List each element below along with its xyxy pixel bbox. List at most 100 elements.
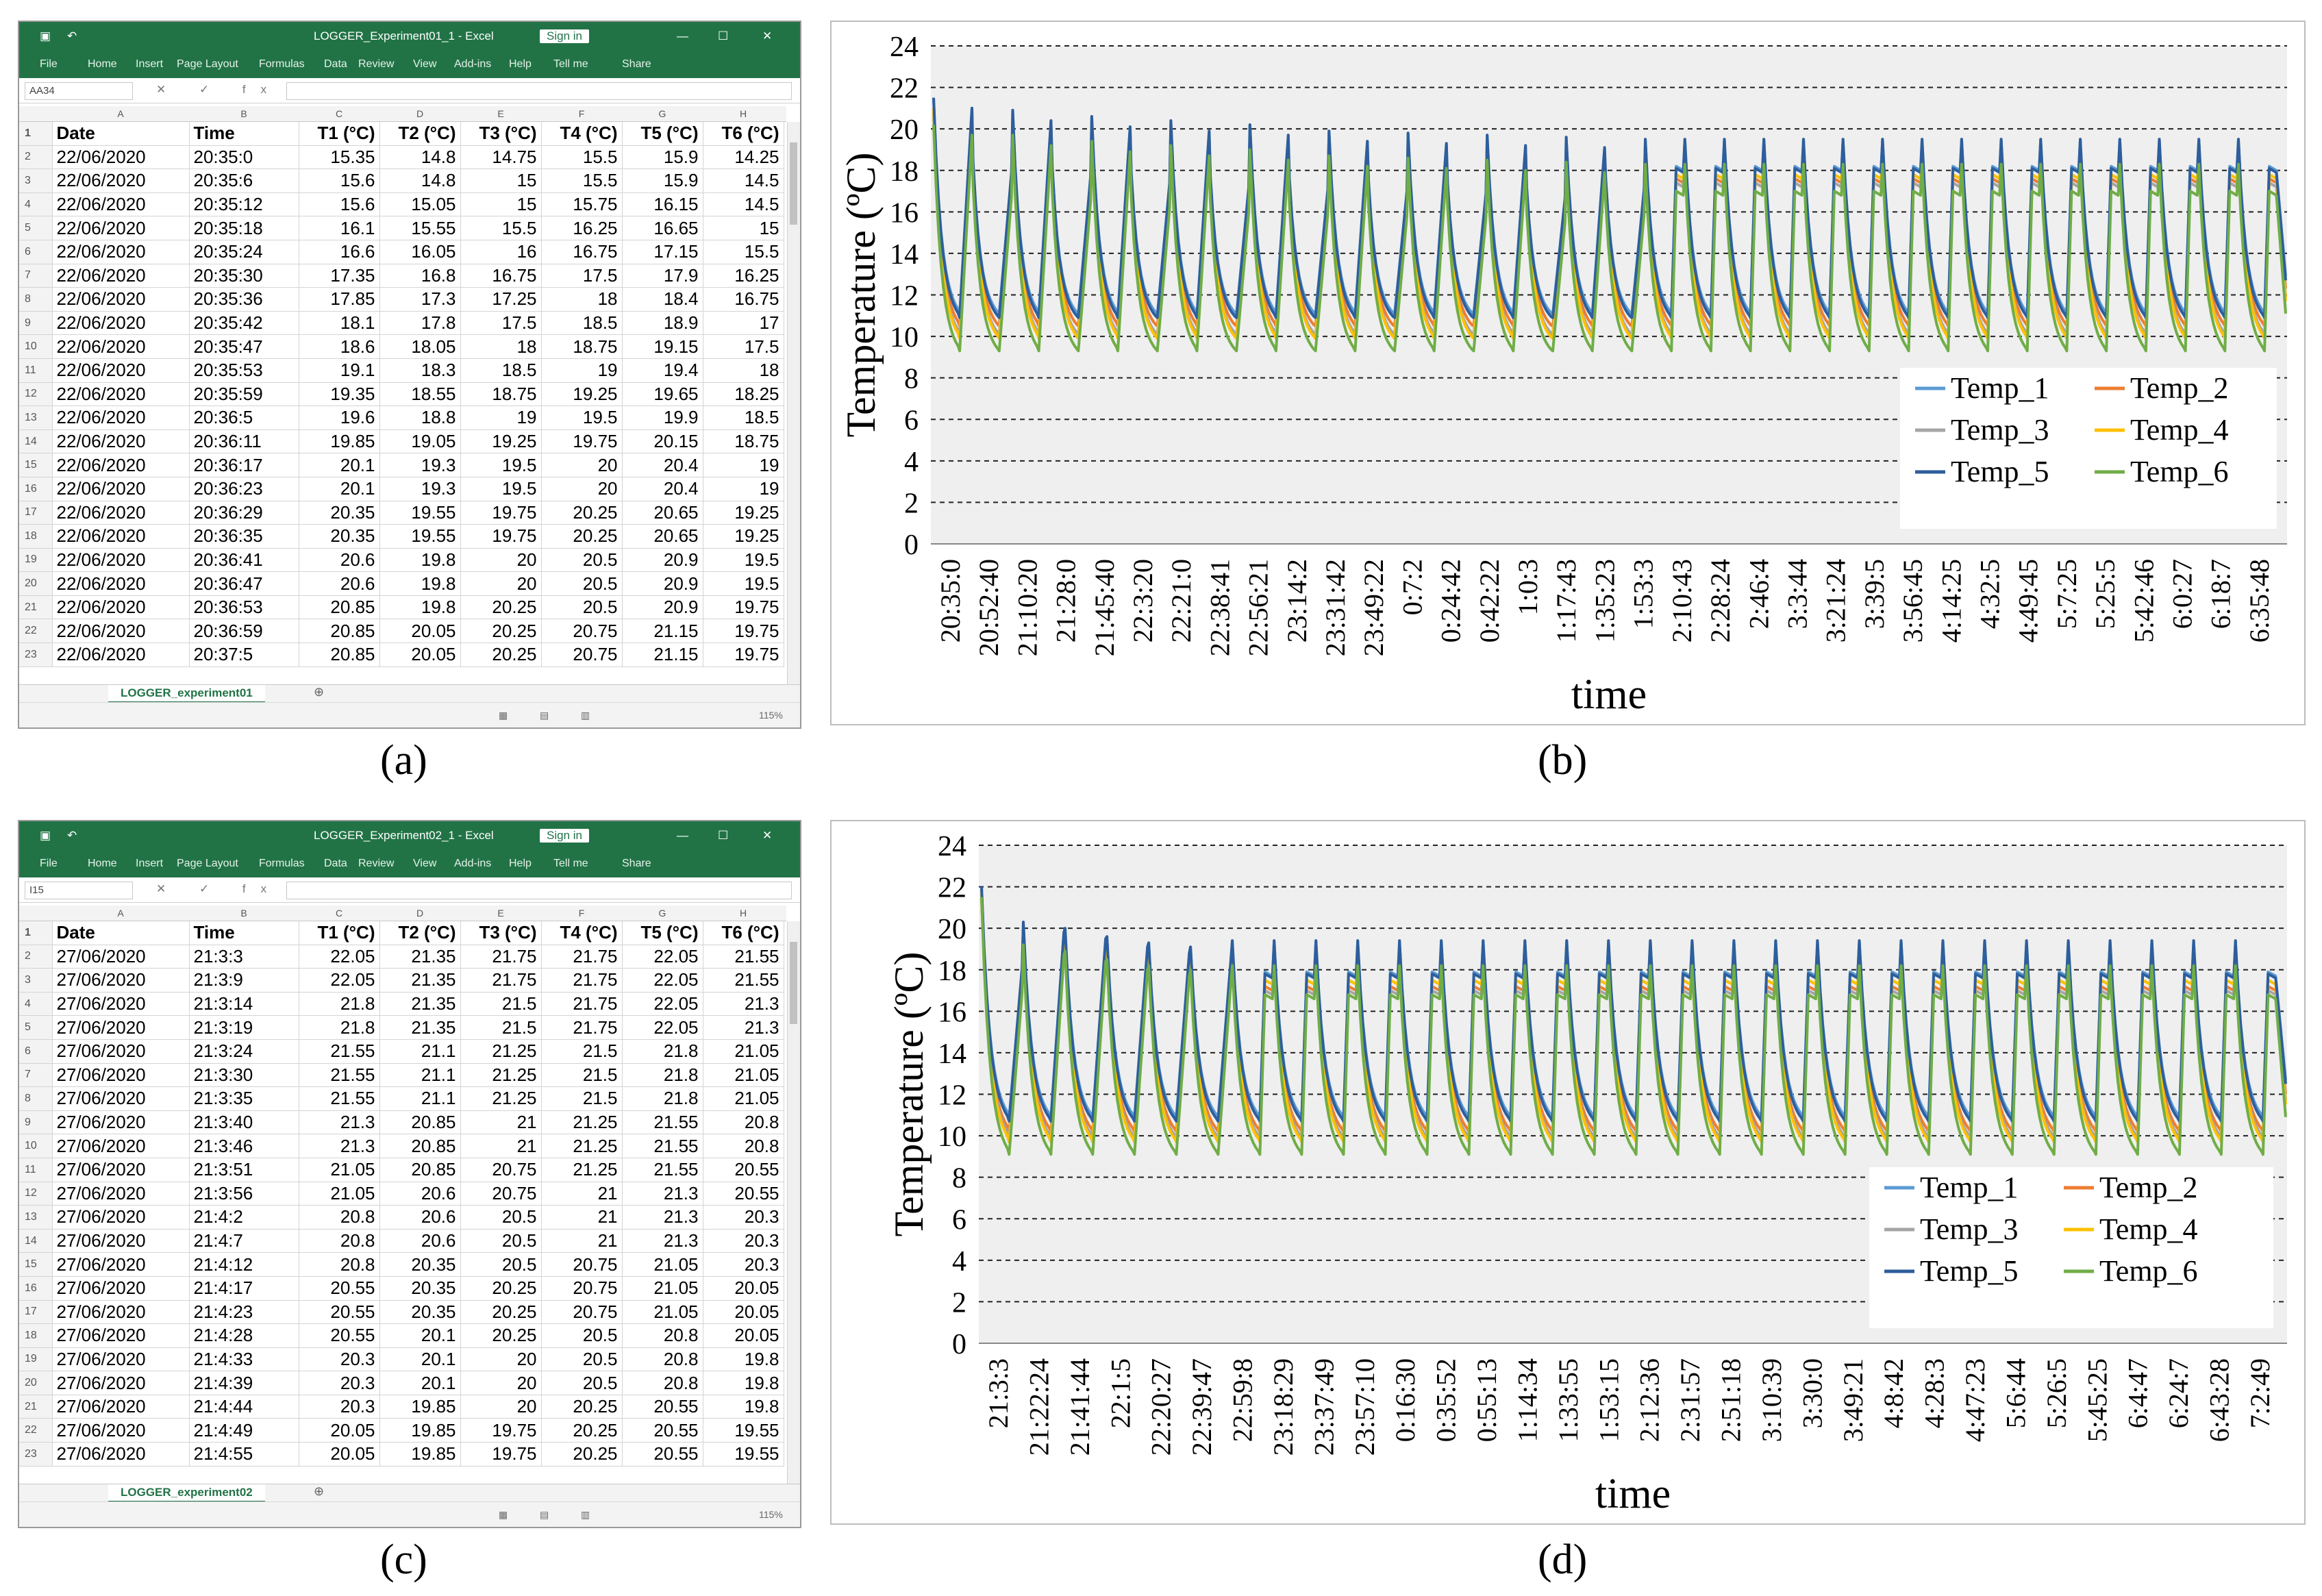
table-cell[interactable]: 20.35 [379, 1276, 461, 1301]
table-cell[interactable]: 20.85 [379, 1134, 461, 1158]
save-icon[interactable]: ▣ [40, 29, 51, 42]
table-cell[interactable]: 20.25 [460, 1276, 542, 1301]
table-cell[interactable]: 20.35 [299, 501, 380, 525]
table-cell[interactable]: 16.1 [299, 216, 380, 240]
table-cell[interactable]: 27/06/2020 [52, 1158, 190, 1182]
table-cell[interactable]: 21.75 [460, 945, 542, 969]
table-cell[interactable]: 20.25 [460, 619, 542, 644]
table-cell[interactable]: 14.75 [460, 145, 542, 170]
row-number[interactable]: 18 [19, 1323, 53, 1348]
table-cell[interactable]: 21.5 [541, 1063, 623, 1088]
table-cell[interactable]: 21.5 [541, 1086, 623, 1111]
table-cell[interactable]: 22/06/2020 [52, 264, 190, 288]
table-cell[interactable]: 16.6 [299, 240, 380, 264]
ribbon-tab-formulas[interactable]: Formulas [259, 858, 305, 869]
column-header-cell[interactable]: T2 (°C) [379, 122, 461, 146]
table-cell[interactable]: 21:4:39 [189, 1371, 299, 1395]
table-cell[interactable]: 21:3:3 [189, 945, 299, 969]
maximize-icon[interactable]: ☐ [718, 829, 729, 842]
table-cell[interactable]: 21:4:17 [189, 1276, 299, 1301]
column-header-cell[interactable]: Date [52, 122, 190, 146]
table-cell[interactable]: 14.25 [703, 145, 784, 170]
table-cell[interactable]: 19.5 [703, 571, 784, 596]
column-letter[interactable]: A [117, 908, 124, 919]
table-cell[interactable]: 18 [460, 334, 542, 359]
page-layout-icon[interactable]: ▤ [540, 710, 549, 721]
table-cell[interactable]: 27/06/2020 [52, 1229, 190, 1254]
sign-in-button[interactable]: Sign in [540, 829, 589, 843]
maximize-icon[interactable]: ☐ [718, 29, 729, 42]
column-header-cell[interactable]: Date [52, 921, 190, 945]
table-cell[interactable]: 20.8 [622, 1347, 703, 1372]
table-cell[interactable]: 16.05 [379, 240, 461, 264]
row-number[interactable]: 20 [19, 1371, 53, 1395]
name-box[interactable]: AA34 [25, 82, 133, 100]
vertical-scrollbar[interactable] [787, 921, 800, 1497]
table-cell[interactable]: 21.25 [541, 1134, 623, 1158]
ribbon-tab-home[interactable]: Home [88, 858, 117, 869]
table-cell[interactable]: 21:4:12 [189, 1252, 299, 1277]
table-cell[interactable]: 20.35 [299, 524, 380, 549]
ribbon-tab-file[interactable]: File [40, 58, 58, 70]
table-cell[interactable]: 21.05 [622, 1300, 703, 1325]
table-cell[interactable]: 21:4:7 [189, 1229, 299, 1254]
table-cell[interactable]: 20.5 [541, 1371, 623, 1395]
table-cell[interactable]: 20.8 [703, 1110, 784, 1135]
table-cell[interactable]: 19.8 [379, 595, 461, 620]
table-cell[interactable]: 19.75 [460, 524, 542, 549]
ribbon-tab-data[interactable]: Data [324, 58, 347, 70]
column-letter[interactable]: E [497, 108, 504, 119]
table-cell[interactable]: 21.75 [541, 992, 623, 1017]
column-letter[interactable]: C [335, 908, 343, 919]
table-cell[interactable]: 18.05 [379, 334, 461, 359]
table-cell[interactable]: 19.85 [379, 1395, 461, 1419]
table-cell[interactable]: 20:36:53 [189, 595, 299, 620]
table-cell[interactable]: 21.55 [299, 1086, 380, 1111]
table-cell[interactable]: 15.05 [379, 192, 461, 217]
table-cell[interactable]: 21.75 [541, 968, 623, 993]
table-cell[interactable]: 27/06/2020 [52, 1371, 190, 1395]
table-cell[interactable]: 20:36:5 [189, 406, 299, 430]
table-cell[interactable]: 18.9 [622, 311, 703, 336]
ribbon-tab-insert[interactable]: Insert [136, 858, 164, 869]
table-cell[interactable]: 21.55 [703, 968, 784, 993]
table-cell[interactable]: 15.5 [541, 169, 623, 193]
column-header-cell[interactable]: Time [189, 122, 299, 146]
table-cell[interactable]: 21 [541, 1182, 623, 1206]
column-header-cell[interactable]: T6 (°C) [703, 122, 784, 146]
table-cell[interactable]: 16.75 [460, 264, 542, 288]
table-cell[interactable]: 21.5 [460, 1015, 542, 1040]
row-number[interactable]: 18 [19, 524, 53, 549]
sign-in-button[interactable]: Sign in [540, 29, 589, 43]
table-cell[interactable]: 20.5 [541, 1323, 623, 1348]
table-cell[interactable]: 21.05 [703, 1039, 784, 1064]
table-cell[interactable]: 14.5 [703, 169, 784, 193]
table-cell[interactable]: 19.65 [622, 382, 703, 407]
table-cell[interactable]: 22/06/2020 [52, 571, 190, 596]
row-number[interactable]: 14 [19, 1229, 53, 1254]
table-cell[interactable]: 22/06/2020 [52, 192, 190, 217]
table-cell[interactable]: 27/06/2020 [52, 1300, 190, 1325]
table-cell[interactable]: 21:3:9 [189, 968, 299, 993]
table-cell[interactable]: 27/06/2020 [52, 1323, 190, 1348]
ribbon-tab-add-ins[interactable]: Add-ins [454, 58, 492, 70]
table-cell[interactable]: 20 [541, 477, 623, 501]
table-cell[interactable]: 20.25 [541, 1395, 623, 1419]
table-cell[interactable]: 20:36:59 [189, 619, 299, 644]
table-cell[interactable]: 22/06/2020 [52, 643, 190, 667]
normal-view-icon[interactable]: ▦ [499, 1509, 508, 1520]
table-cell[interactable]: 20.85 [299, 595, 380, 620]
close-icon[interactable]: ✕ [762, 29, 773, 42]
table-cell[interactable]: 19.5 [703, 548, 784, 573]
table-cell[interactable]: 20:35:12 [189, 192, 299, 217]
table-cell[interactable]: 21.1 [379, 1063, 461, 1088]
column-header-cell[interactable]: T5 (°C) [622, 921, 703, 945]
table-cell[interactable]: 20.8 [703, 1134, 784, 1158]
table-cell[interactable]: 27/06/2020 [52, 1252, 190, 1277]
table-cell[interactable]: 20:35:47 [189, 334, 299, 359]
column-letter[interactable]: G [658, 108, 666, 119]
ribbon-tab-view[interactable]: View [413, 58, 437, 70]
row-number[interactable]: 17 [19, 1300, 53, 1325]
row-number[interactable]: 12 [19, 1182, 53, 1206]
row-number[interactable]: 15 [19, 1252, 53, 1277]
